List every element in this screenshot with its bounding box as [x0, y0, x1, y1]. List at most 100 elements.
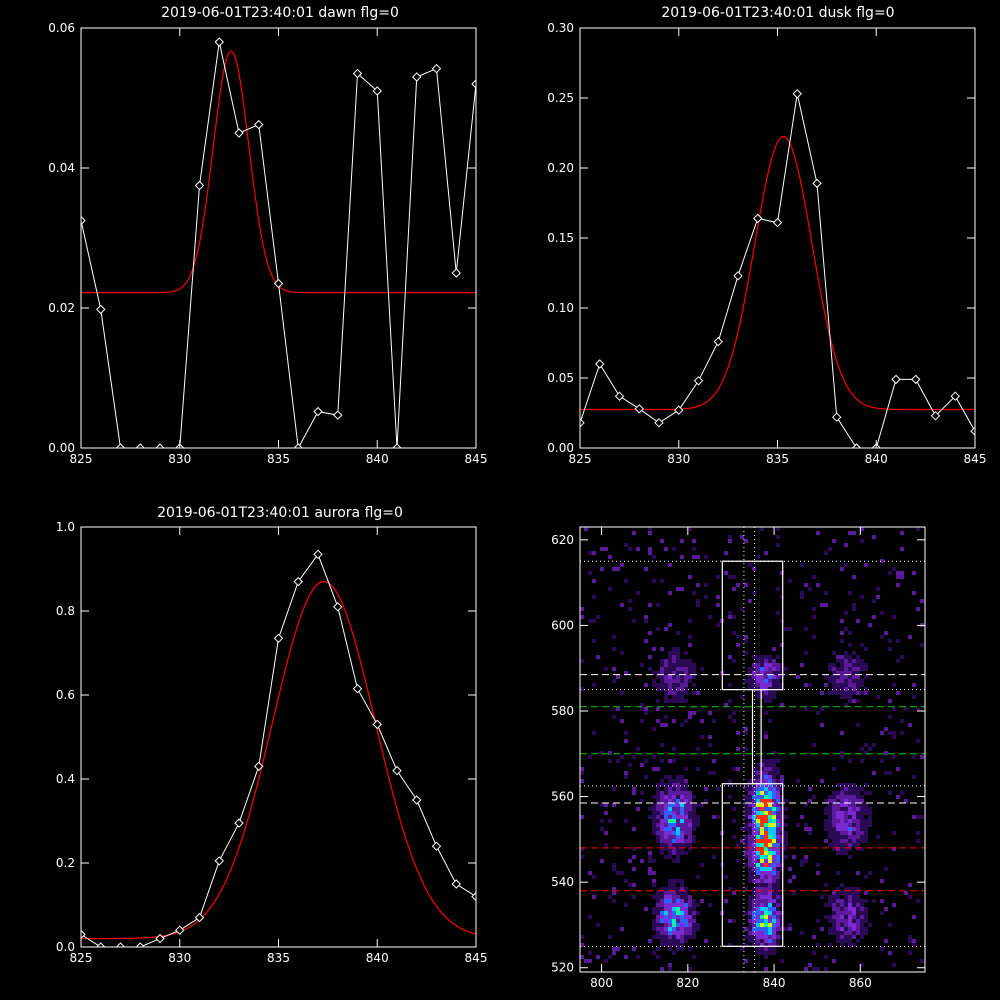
heatmap-cell: [844, 935, 848, 939]
heatmap-cell: [780, 839, 784, 843]
heatmap-cell: [748, 851, 752, 855]
heatmap-cell: [756, 931, 760, 935]
heatmap-cell: [848, 923, 852, 927]
heatmap-cell: [588, 619, 592, 623]
heatmap-cell: [732, 807, 736, 811]
data-point: [595, 359, 605, 369]
heatmap-cell: [684, 803, 688, 807]
heatmap-cell: [812, 575, 816, 579]
heatmap-cell: [688, 831, 692, 835]
heatmap-cell: [860, 795, 864, 799]
heatmap-cell: [760, 791, 764, 795]
heatmap-cell: [596, 923, 600, 927]
heatmap-cell: [768, 859, 772, 863]
heatmap-cell: [660, 843, 664, 847]
heatmap-cell: [748, 791, 752, 795]
heatmap-cell: [840, 907, 844, 911]
heatmap-cell: [752, 847, 756, 851]
heatmap-cell: [880, 759, 884, 763]
heatmap-cell: [768, 775, 772, 779]
heatmap-cell: [660, 791, 664, 795]
heatmap-cell: [764, 695, 768, 699]
heatmap-cell: [852, 671, 856, 675]
heatmap-cell: [764, 711, 768, 715]
heatmap-cell: [824, 819, 828, 823]
heatmap-cell: [664, 715, 668, 719]
heatmap-cell: [764, 675, 768, 679]
heatmap-cell: [728, 783, 732, 787]
heatmap-cell: [672, 687, 676, 691]
heatmap-cell: [676, 943, 680, 947]
heatmap-cell: [760, 835, 764, 839]
data-point: [175, 925, 185, 935]
heatmap-cell: [832, 919, 836, 923]
heatmap-cell: [752, 815, 756, 819]
heatmap-cell: [672, 827, 676, 831]
heatmap-cell: [680, 883, 684, 887]
heatmap-cell: [772, 799, 776, 803]
heatmap-cell: [676, 827, 680, 831]
y-tick-label: 580: [551, 704, 574, 718]
heatmap-cell: [816, 583, 820, 587]
heatmap-cell: [748, 923, 752, 927]
heatmap-cell: [860, 787, 864, 791]
heatmap-cell: [856, 887, 860, 891]
heatmap-cell: [840, 899, 844, 903]
data-point: [352, 68, 363, 79]
heatmap-cell: [676, 815, 680, 819]
heatmap-cell: [840, 619, 844, 623]
heatmap-cell: [684, 923, 688, 927]
heatmap-cell: [824, 811, 828, 815]
heatmap-cell: [664, 663, 668, 667]
heatmap-cell: [652, 579, 656, 583]
heatmap-cell: [664, 775, 668, 779]
heatmap-cell: [668, 851, 672, 855]
heatmap-cell: [664, 783, 668, 787]
heatmap-cell: [652, 819, 656, 823]
heatmap-cell: [668, 691, 672, 695]
heatmap-cell: [688, 635, 692, 639]
heatmap-cell: [664, 907, 668, 911]
heatmap-cell: [856, 895, 860, 899]
heatmap-cell: [676, 879, 680, 883]
heatmap-cell: [764, 827, 768, 831]
heatmap-cell: [856, 927, 860, 931]
heatmap-cell: [672, 667, 676, 671]
heatmap-cell: [844, 843, 848, 847]
heatmap-cell: [764, 835, 768, 839]
data-point: [194, 912, 205, 923]
heatmap-cell: [828, 931, 832, 935]
heatmap-cell: [588, 755, 592, 759]
heatmap-cell: [844, 939, 848, 943]
heatmap-cell: [752, 943, 756, 947]
heatmap-cell: [764, 795, 768, 799]
heatmap-cell: [852, 839, 856, 843]
heatmap-cell: [780, 863, 784, 867]
heatmap-cell: [652, 823, 656, 827]
heatmap-cell: [632, 791, 636, 795]
heatmap-cell: [784, 839, 788, 843]
heatmap-cell: [840, 655, 844, 659]
heatmap-cell: [620, 691, 624, 695]
heatmap-cell: [668, 675, 672, 679]
heatmap-cell: [764, 843, 768, 847]
heatmap-cell: [656, 699, 660, 703]
heatmap-cell: [668, 947, 672, 951]
heatmap-cell: [860, 823, 864, 827]
heatmap-cell: [688, 947, 692, 951]
heatmap-cell: [672, 891, 676, 895]
heatmap-cell: [764, 731, 768, 735]
heatmap-cell: [780, 643, 784, 647]
heatmap-cell: [884, 907, 888, 911]
heatmap-cell: [780, 867, 784, 871]
heatmap-cell: [772, 791, 776, 795]
heatmap-cell: [840, 659, 844, 663]
heatmap-cell: [632, 867, 636, 871]
heatmap-cell: [760, 907, 764, 911]
heatmap-cell: [668, 847, 672, 851]
heatmap-cell: [852, 675, 856, 679]
heatmap-cell: [844, 679, 848, 683]
heatmap-cell: [836, 811, 840, 815]
heatmap-cell: [592, 619, 596, 623]
